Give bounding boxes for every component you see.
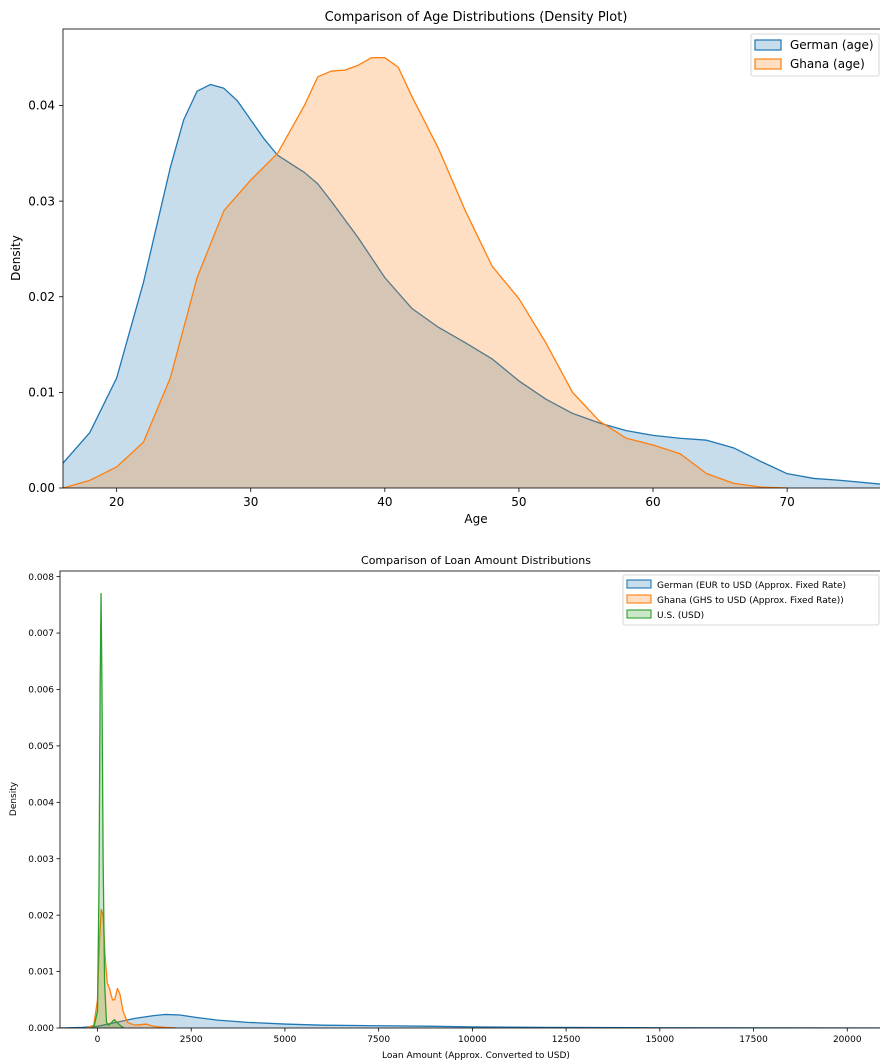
legend-swatch-ghana <box>626 594 652 604</box>
y-tick-label: 0.001 <box>28 968 54 978</box>
x-tick-label: 2500 <box>180 1035 203 1045</box>
legend-label-ghana: Ghana (GHS to USD (Approx. Fixed Rate)) <box>657 596 844 606</box>
x-tick-label: 0 <box>95 1035 101 1045</box>
x-tick-label: 7500 <box>367 1035 390 1045</box>
axes-frame <box>62 28 880 489</box>
y-tick-label: 0.01 <box>28 386 55 400</box>
legend-box <box>622 574 880 626</box>
x-axis-label: Loan Amount (Approx. Converted to USD) <box>382 1051 570 1061</box>
chart-title: Comparison of Loan Amount Distributions <box>361 554 591 567</box>
x-axis: 0 2500 5000 7500 10000 12500 15000 17500 20000 <box>95 1028 862 1045</box>
legend-box <box>750 33 880 77</box>
x-axis: 20 30 40 50 60 70 <box>109 488 795 509</box>
y-tick-label: 0.005 <box>28 742 54 752</box>
density-line-german <box>60 1013 880 1028</box>
y-tick-label: 0.008 <box>28 573 54 583</box>
x-tick-label: 12500 <box>552 1035 581 1045</box>
age-density-chart: Comparison of Age Distributions (Density… <box>9 10 880 526</box>
legend: German (age) Ghana (age) <box>750 33 880 77</box>
density-line-ghana <box>63 57 788 488</box>
x-tick-label: 10000 <box>458 1035 487 1045</box>
legend-swatch-german <box>754 39 782 51</box>
x-tick-label: 60 <box>645 495 660 509</box>
y-tick-label: 0.006 <box>28 686 54 696</box>
density-area-german <box>60 1014 880 1028</box>
y-axis: 0.00 0.01 0.02 0.03 0.04 <box>28 99 63 495</box>
legend-label-ghana: Ghana (age) <box>790 57 865 71</box>
y-tick-label: 0.004 <box>28 798 54 808</box>
legend-label-german: German (age) <box>790 38 874 52</box>
series-layer <box>60 592 880 1028</box>
density-area-ghana <box>63 57 788 488</box>
x-tick-label: 50 <box>511 495 526 509</box>
y-tick-label: 0.003 <box>28 855 54 865</box>
y-tick-label: 0.03 <box>28 194 55 208</box>
y-axis: 0.000 0.001 0.002 0.003 0.004 0.005 0.006 0.007… <box>28 573 60 1034</box>
y-tick-label: 0.007 <box>28 629 54 639</box>
x-axis-label: Age <box>464 512 487 526</box>
legend-swatch-german <box>626 579 652 589</box>
legend-label-german: German (EUR to USD (Approx. Fixed Rate) <box>657 581 846 591</box>
density-line-us <box>93 592 125 1028</box>
legend-swatch-us <box>626 609 652 619</box>
x-tick-label: 40 <box>377 495 392 509</box>
y-tick-label: 0.00 <box>28 481 55 495</box>
density-area-german <box>63 84 880 488</box>
x-tick-label: 20 <box>109 495 124 509</box>
density-area-us <box>93 593 124 1028</box>
legend-label-us: U.S. (USD) <box>657 611 704 621</box>
chart-title: Comparison of Age Distributions (Density… <box>325 10 628 25</box>
axes-frame <box>59 570 880 1029</box>
series-layer <box>63 57 880 488</box>
y-axis-label: Density <box>9 781 19 816</box>
x-tick-label: 5000 <box>273 1035 296 1045</box>
x-tick-label: 70 <box>779 495 794 509</box>
x-tick-label: 30 <box>243 495 258 509</box>
density-line-german <box>63 83 880 485</box>
y-axis-label: Density <box>9 235 23 281</box>
legend-swatch-ghana <box>754 58 782 70</box>
y-tick-label: 0.000 <box>28 1024 54 1034</box>
y-tick-label: 0.04 <box>28 99 55 113</box>
loan-density-chart: Comparison of Loan Amount Distributions … <box>9 554 880 1061</box>
x-tick-label: 20000 <box>833 1035 862 1045</box>
y-tick-label: 0.002 <box>28 911 54 921</box>
density-line-ghana <box>86 908 177 1028</box>
x-tick-label: 15000 <box>645 1035 674 1045</box>
x-tick-label: 17500 <box>739 1035 768 1045</box>
density-area-ghana <box>86 909 177 1028</box>
legend: German (EUR to USD (Approx. Fixed Rate) … <box>622 574 880 626</box>
y-tick-label: 0.02 <box>28 290 55 304</box>
